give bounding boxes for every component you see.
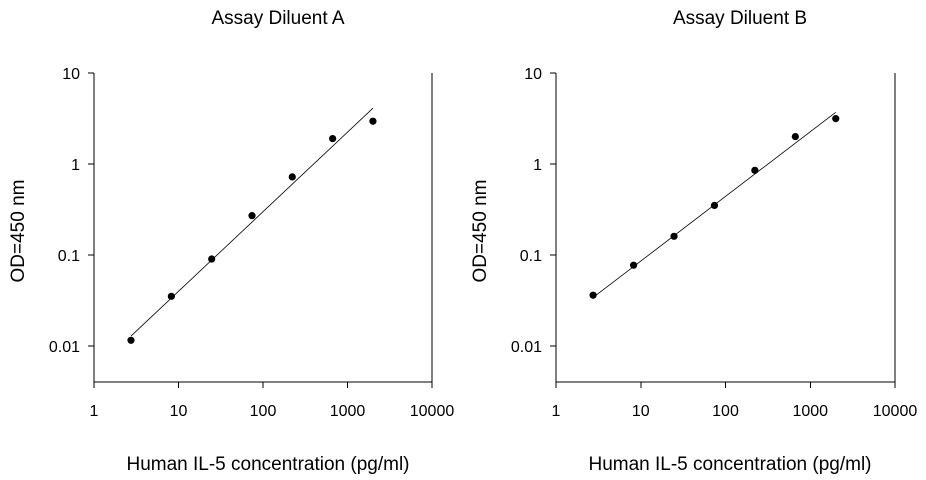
- y-tick-label: 10: [62, 66, 80, 83]
- data-point: [751, 166, 759, 174]
- x-tick-label: 100: [712, 403, 739, 420]
- y-tick-label: 1: [533, 157, 542, 174]
- data-point: [208, 255, 216, 263]
- data-point: [127, 336, 135, 344]
- data-point: [288, 173, 296, 181]
- y-tick-label: 0.1: [520, 248, 542, 265]
- data-point: [248, 212, 256, 220]
- chart-title: Assay Diluent A: [211, 8, 344, 29]
- data-point: [629, 261, 638, 269]
- y-tick-label: 0.01: [49, 339, 80, 356]
- chart-title: Assay Diluent B: [673, 8, 807, 29]
- x-tick-label: 10: [632, 403, 650, 420]
- y-tick-label: 1: [71, 157, 80, 174]
- data-point: [710, 201, 719, 209]
- y-axis-label: OD=450 nm: [8, 180, 29, 283]
- chart-panel-assay-diluent-b: Assay Diluent B Human IL-5 concentration…: [470, 8, 917, 475]
- x-axis-label: Human IL-5 concentration (pg/ml): [588, 454, 871, 475]
- x-tick-label: 100: [250, 403, 277, 420]
- data-point: [589, 291, 597, 299]
- chart-panel-assay-diluent-a: Assay Diluent A Human IL-5 concentration…: [8, 8, 454, 475]
- x-tick-label: 1: [90, 403, 99, 420]
- x-tick-label: 1000: [792, 403, 828, 420]
- x-tick-label: 10000: [410, 403, 455, 420]
- x-axis-label: Human IL-5 concentration (pg/ml): [126, 454, 409, 475]
- data-point: [369, 117, 377, 125]
- data-point: [329, 134, 337, 143]
- y-tick-label: 10: [524, 66, 542, 83]
- x-tick-label: 1: [552, 403, 561, 420]
- x-tick-label: 10000: [873, 403, 918, 420]
- data-point: [167, 292, 175, 300]
- x-tick-label: 1000: [330, 403, 366, 420]
- data-point: [791, 132, 799, 141]
- data-point: [670, 232, 678, 240]
- y-tick-label: 0.1: [58, 248, 80, 265]
- x-tick-label: 10: [170, 403, 188, 420]
- y-axis-label: OD=450 nm: [470, 180, 491, 283]
- y-tick-label: 0.01: [511, 339, 542, 356]
- fit-line: [130, 107, 374, 337]
- data-point: [832, 115, 840, 123]
